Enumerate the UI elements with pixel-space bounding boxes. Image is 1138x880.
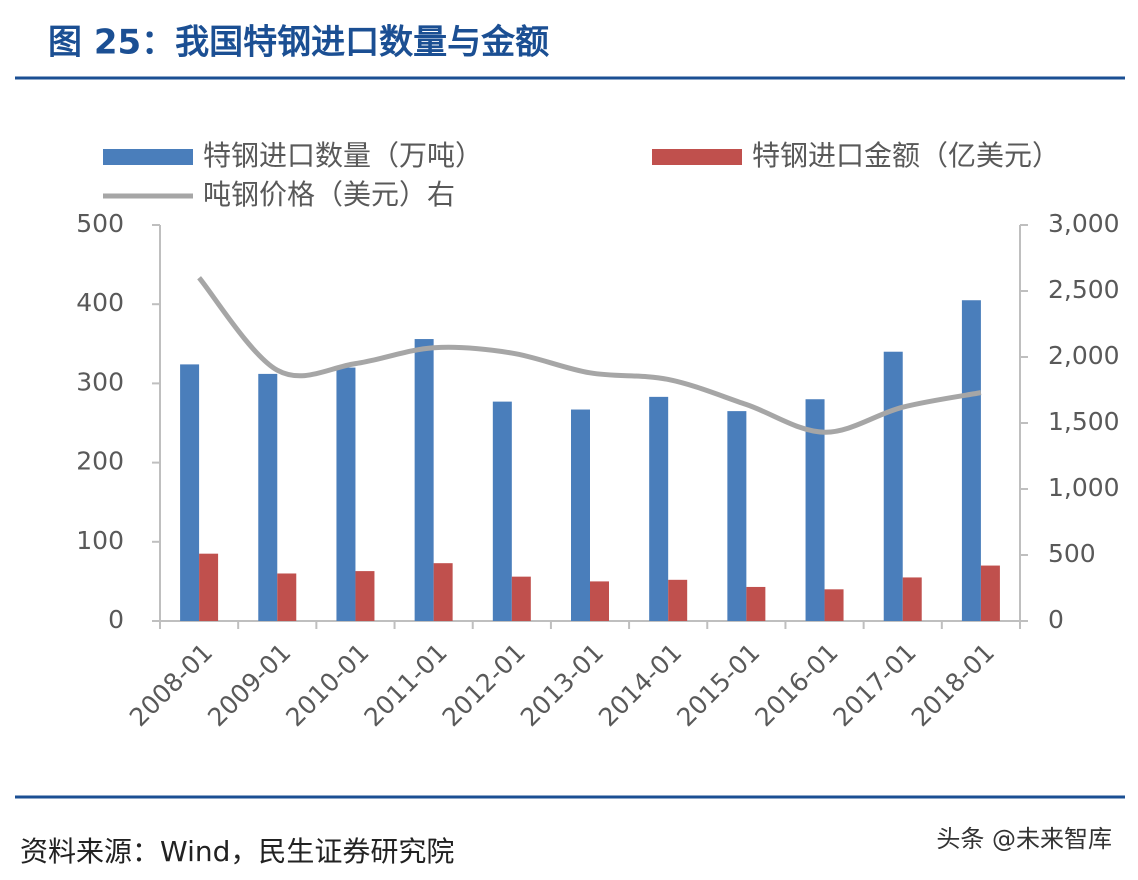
x-tick-label: 2013-01 bbox=[515, 638, 609, 732]
legend-label: 吨钢价格（美元）右 bbox=[203, 178, 455, 211]
bar bbox=[199, 553, 219, 621]
bar bbox=[824, 589, 844, 621]
bar bbox=[433, 563, 453, 621]
bar bbox=[746, 586, 766, 621]
x-tick-label: 2011-01 bbox=[358, 638, 452, 732]
bar bbox=[258, 373, 278, 621]
bar bbox=[277, 573, 297, 621]
bar bbox=[571, 409, 590, 621]
bar bbox=[668, 579, 688, 621]
y-tick-label: 100 bbox=[76, 526, 124, 555]
x-tick-label: 2018-01 bbox=[906, 638, 1000, 732]
bar bbox=[649, 396, 669, 621]
y2-tick-label: 0 bbox=[1048, 605, 1064, 634]
bar bbox=[805, 399, 825, 621]
legend-swatch bbox=[103, 149, 193, 165]
chart-title: 图 25：我国特钢进口数量与金额 bbox=[48, 23, 549, 63]
x-tick-label: 2015-01 bbox=[671, 638, 765, 732]
legend-swatch bbox=[652, 149, 742, 165]
x-tick-label: 2017-01 bbox=[828, 638, 922, 732]
x-tick-label: 2012-01 bbox=[437, 638, 531, 732]
y-tick-label: 500 bbox=[76, 209, 124, 238]
x-tick-label: 2014-01 bbox=[593, 638, 687, 732]
y-tick-label: 400 bbox=[76, 288, 124, 317]
bar bbox=[492, 401, 512, 621]
y2-tick-label: 1,500 bbox=[1048, 407, 1120, 436]
x-tick-label: 2008-01 bbox=[124, 638, 218, 732]
y2-tick-label: 3,000 bbox=[1048, 209, 1120, 238]
source: 资料来源：Wind，民生证券研究院 bbox=[20, 835, 454, 868]
y2-tick-label: 1,000 bbox=[1048, 473, 1120, 502]
y2-tick-label: 500 bbox=[1048, 539, 1096, 568]
y-tick-label: 300 bbox=[76, 367, 124, 396]
x-tick-label: 2009-01 bbox=[202, 638, 296, 732]
legend-label: 特钢进口金额（亿美元） bbox=[752, 139, 1060, 172]
bar bbox=[961, 300, 981, 621]
y2-tick-label: 2,000 bbox=[1048, 341, 1120, 370]
bar bbox=[727, 411, 747, 621]
bar bbox=[511, 576, 531, 621]
bar bbox=[336, 367, 356, 621]
x-tick-label: 2016-01 bbox=[749, 638, 843, 732]
x-tick-label: 2010-01 bbox=[280, 638, 374, 732]
bar bbox=[180, 364, 200, 621]
bar bbox=[355, 571, 375, 621]
bar bbox=[883, 351, 903, 621]
line bbox=[197, 276, 982, 435]
bar bbox=[590, 581, 609, 621]
y-tick-label: 200 bbox=[76, 447, 124, 476]
y2-tick-label: 2,500 bbox=[1048, 275, 1120, 304]
bar bbox=[902, 577, 922, 621]
watermark: 头条 @未来智库 bbox=[936, 825, 1112, 853]
bar bbox=[980, 565, 1000, 621]
bar bbox=[414, 339, 434, 621]
y-tick-label: 0 bbox=[108, 605, 124, 634]
legend-label: 特钢进口数量（万吨） bbox=[203, 139, 483, 172]
